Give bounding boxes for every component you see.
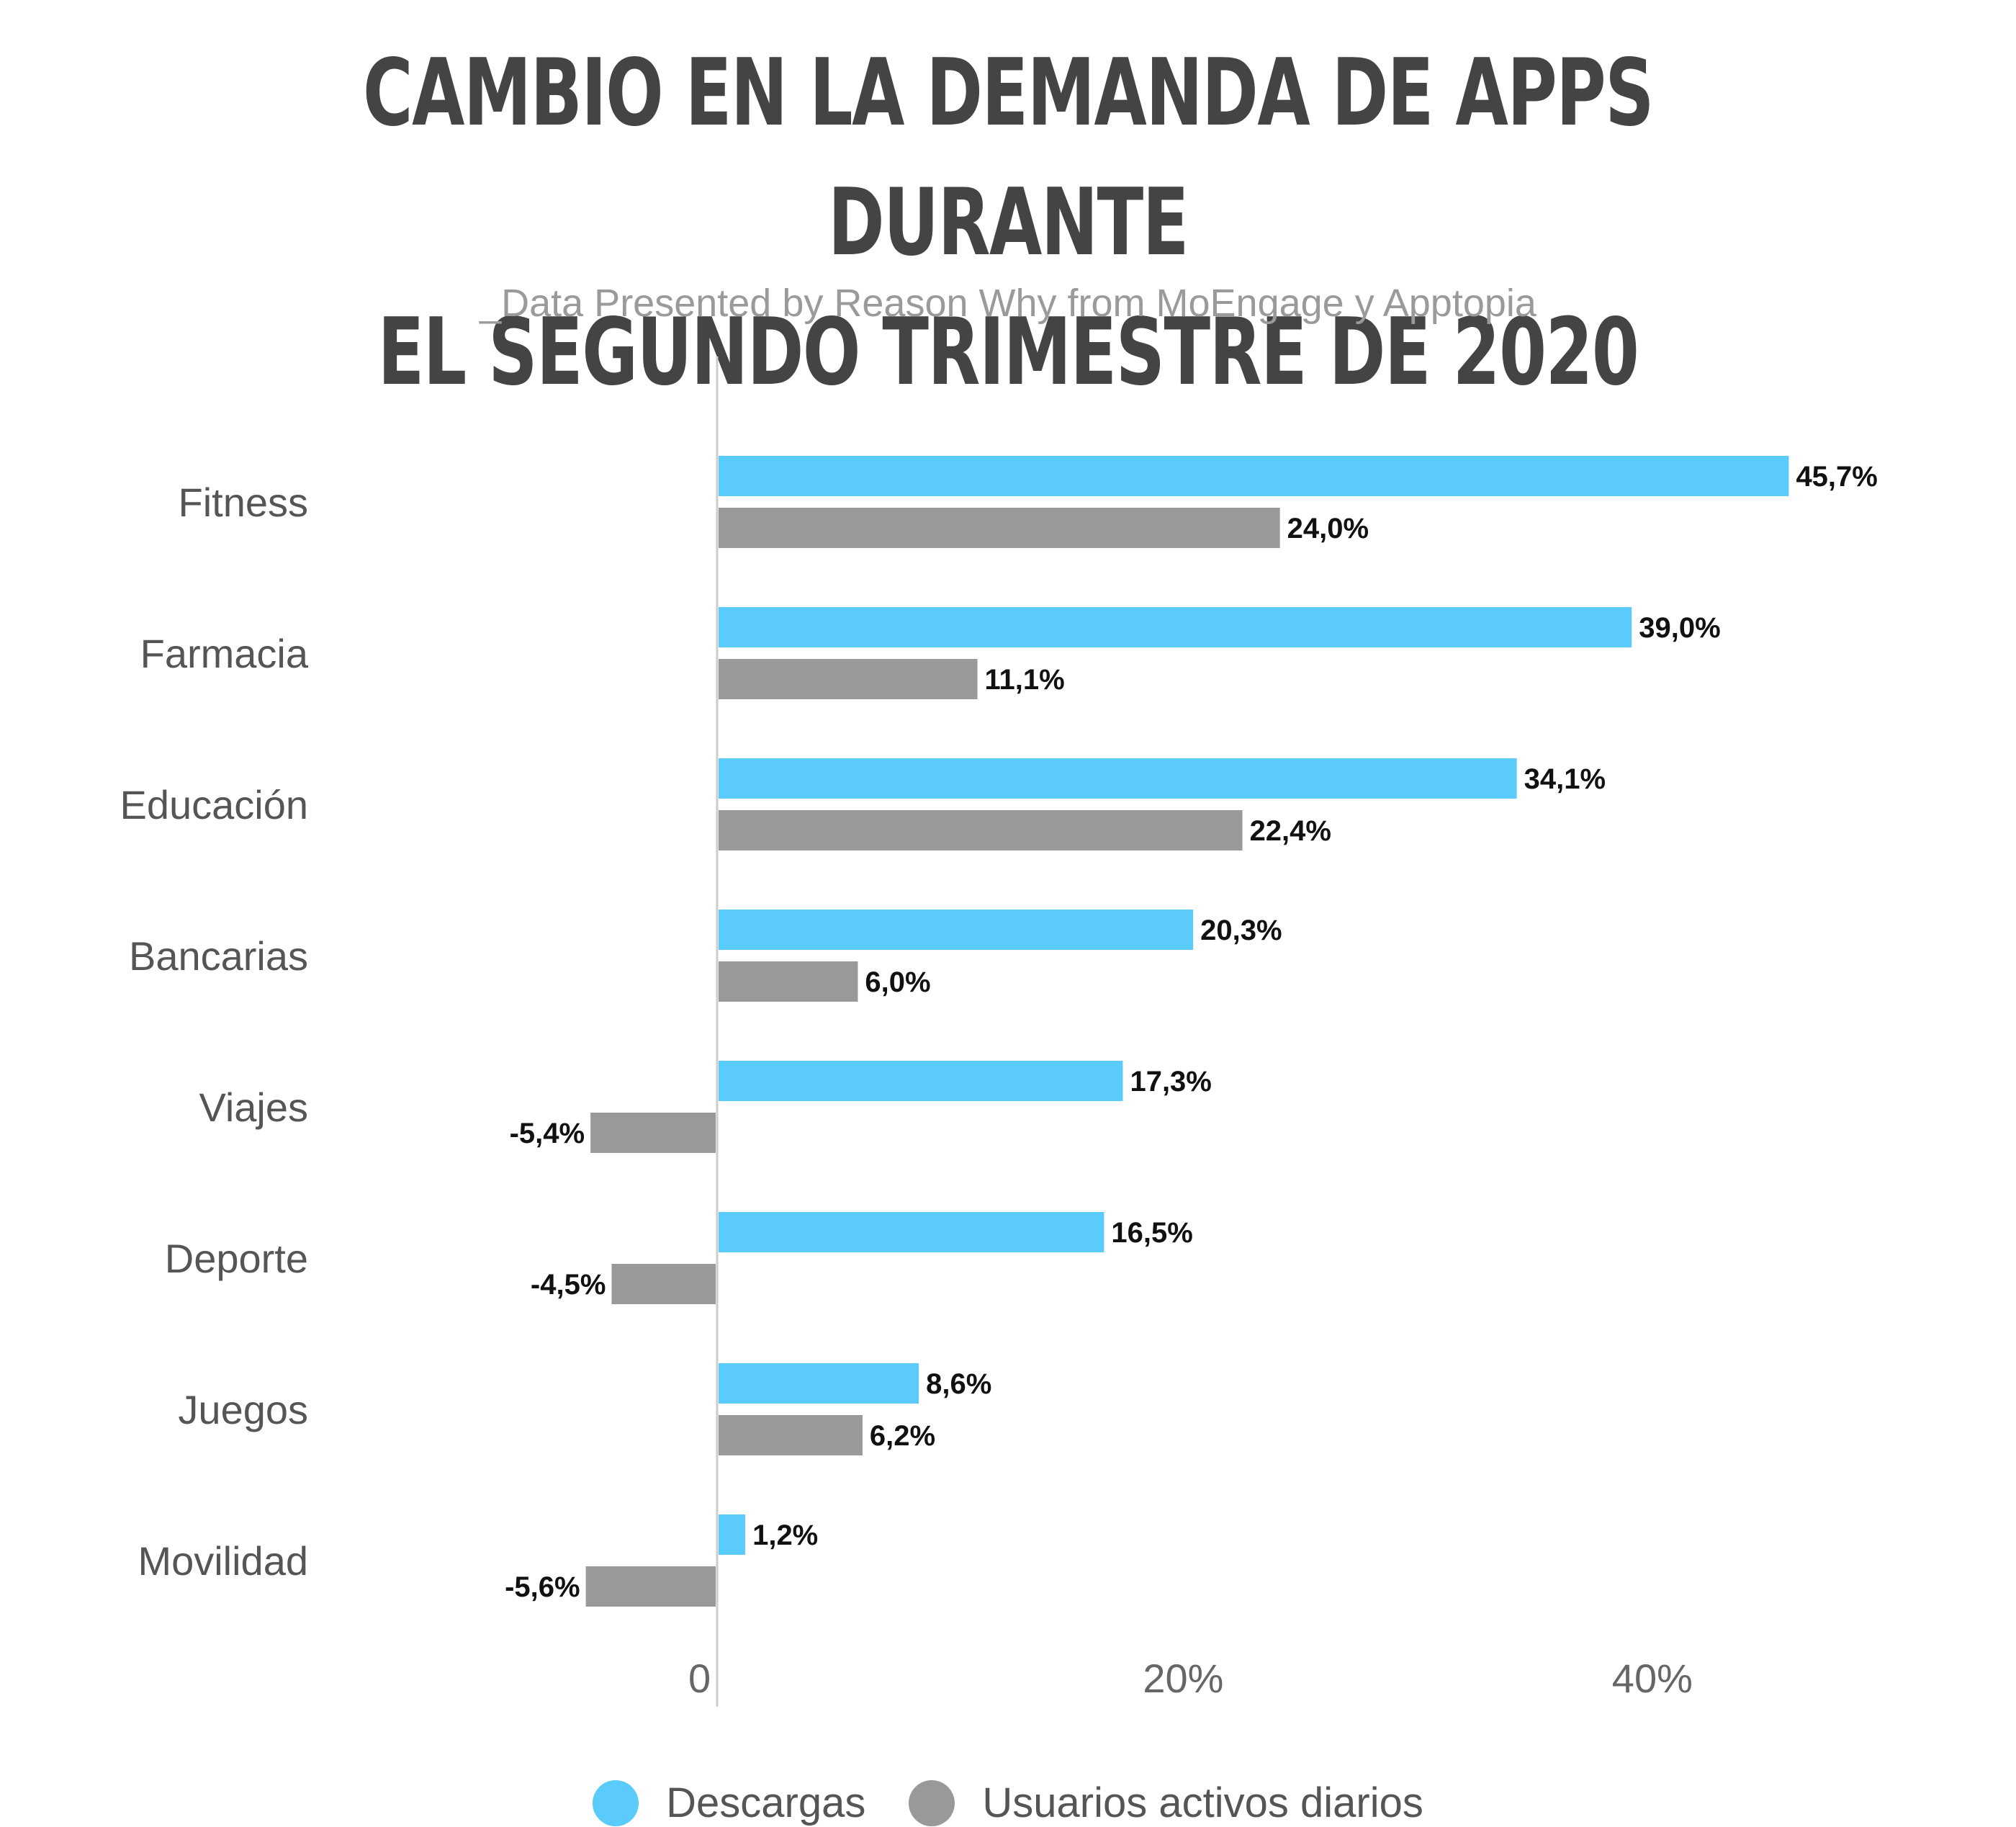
data-label: 6,0%	[865, 966, 930, 998]
bar-descargas	[719, 1514, 746, 1555]
bar-descargas	[719, 1212, 1104, 1252]
data-label: 11,1%	[985, 664, 1065, 696]
bar-usuarios	[719, 810, 1243, 850]
data-label: 45,7%	[1796, 461, 1877, 493]
bar-usuarios	[719, 961, 858, 1002]
bar-usuarios	[611, 1264, 716, 1304]
data-label: -4,5%	[531, 1269, 606, 1301]
legend-label-descargas: Descargas	[666, 1779, 866, 1826]
bar-usuarios	[585, 1566, 716, 1607]
data-label: 24,0%	[1287, 513, 1369, 544]
bar-descargas	[719, 1061, 1123, 1101]
data-label: 17,3%	[1130, 1066, 1211, 1097]
bar-usuarios	[719, 1415, 863, 1455]
category-label: Deporte	[165, 1236, 308, 1281]
bar-descargas	[719, 910, 1194, 950]
legend-label-usuarios: Usuarios activos diarios	[982, 1779, 1423, 1826]
category-label: Movilidad	[138, 1538, 308, 1584]
bar-descargas	[719, 758, 1517, 799]
x-tick-label: 20%	[1143, 1656, 1223, 1701]
category-label: Viajes	[199, 1085, 308, 1130]
x-tick-label: 0	[688, 1656, 711, 1701]
category-label: Fitness	[179, 480, 309, 525]
data-label: -5,6%	[505, 1571, 580, 1603]
category-label: Educación	[120, 782, 308, 827]
category-label: Farmacia	[140, 631, 309, 676]
chart-title-line-2: EL SEGUNDO TRIMESTRE DE 2020	[377, 299, 1639, 406]
data-label: 8,6%	[926, 1368, 991, 1400]
chart-title-line-1: CAMBIO EN LA DEMANDA DE APPS DURANTE	[363, 40, 1654, 277]
data-label: 20,3%	[1200, 915, 1282, 946]
chart-title: CAMBIO EN LA DEMANDA DE APPS DURANTE EL …	[262, 29, 1754, 418]
bar-usuarios	[719, 659, 978, 699]
data-label: 16,5%	[1111, 1217, 1192, 1249]
legend-swatch-descargas	[593, 1779, 639, 1826]
data-label: 22,4%	[1250, 815, 1331, 847]
data-label: 1,2%	[752, 1519, 818, 1551]
data-label: -5,4%	[510, 1118, 585, 1149]
chart-legend: Descargas Usuarios activos diarios	[0, 1779, 2016, 1827]
data-label: 6,2%	[870, 1420, 935, 1452]
bar-descargas	[719, 607, 1632, 647]
bar-descargas	[719, 1363, 919, 1404]
data-label: 34,1%	[1524, 763, 1606, 795]
legend-swatch-usuarios	[909, 1779, 955, 1826]
legend-item-usuarios: Usuarios activos diarios	[909, 1779, 1423, 1827]
category-label: Bancarias	[129, 933, 308, 979]
bar-usuarios	[719, 508, 1280, 548]
legend-item-descargas: Descargas	[593, 1779, 865, 1827]
x-tick-label: 40%	[1612, 1656, 1693, 1701]
chart-subtitle: _Data Presented by Reason Why from MoEng…	[480, 282, 1536, 325]
data-label: 39,0%	[1639, 612, 1720, 644]
category-label: Juegos	[178, 1387, 308, 1432]
bar-usuarios	[590, 1113, 716, 1153]
bar-descargas	[719, 456, 1789, 496]
